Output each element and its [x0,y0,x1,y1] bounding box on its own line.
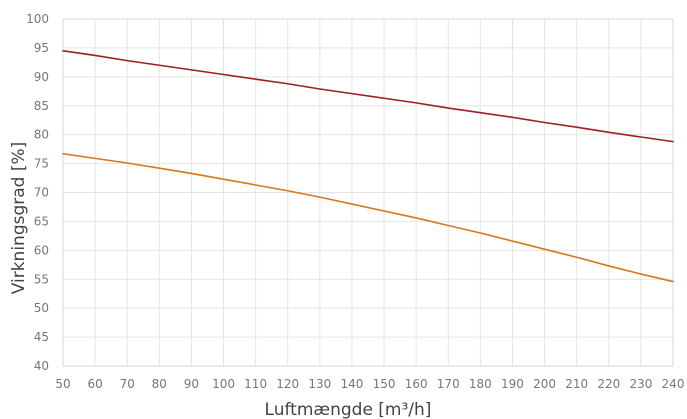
y-tick-label: 65 [34,214,49,228]
x-axis-title: Luftmængde [m³/h] [265,400,432,419]
y-axis-title: Virkningsgrad [%] [9,142,29,295]
x-tick-label: 90 [184,377,199,391]
y-tick-label: 60 [34,243,49,257]
x-tick-label: 240 [662,377,685,391]
y-tick-label: 85 [34,99,49,113]
y-tick-label: 100 [26,12,49,26]
plot-area-frame [62,18,674,367]
series-line-1 [62,50,674,143]
x-tick-label: 130 [308,377,331,391]
grid-layer [62,18,674,367]
x-tick-label: 190 [501,377,524,391]
y-tick-label: 95 [34,41,49,55]
y-tick-label: 50 [34,301,49,315]
x-tick-label: 200 [533,377,556,391]
y-tick-label: 45 [34,330,49,344]
tick-label-layer: 50 60 70 80 90 100 110 120 130 140 150 160 170 180 190… [26,12,684,391]
y-tick-label: 80 [34,128,49,142]
x-tick-label: 150 [373,377,396,391]
x-tick-label: 180 [469,377,492,391]
x-tick-label: 80 [152,377,167,391]
y-tick-label: 70 [34,186,49,200]
x-tick-label: 170 [437,377,460,391]
x-tick-label: 110 [244,377,267,391]
y-tick-label: 40 [34,359,49,373]
x-tick-label: 210 [565,377,588,391]
x-tick-label: 140 [340,377,363,391]
x-tick-label: 120 [276,377,299,391]
y-tick-label: 75 [34,157,49,171]
x-tick-label: 50 [55,377,70,391]
x-tick-label: 160 [405,377,428,391]
y-tick-label: 55 [34,272,49,286]
x-tick-label: 100 [212,377,235,391]
y-tick-label: 90 [34,70,49,84]
series-layer [62,50,674,283]
x-tick-label: 70 [120,377,135,391]
x-tick-label: 230 [629,377,652,391]
x-tick-label: 220 [597,377,620,391]
series-line-2 [62,152,674,283]
x-tick-label: 60 [87,377,102,391]
